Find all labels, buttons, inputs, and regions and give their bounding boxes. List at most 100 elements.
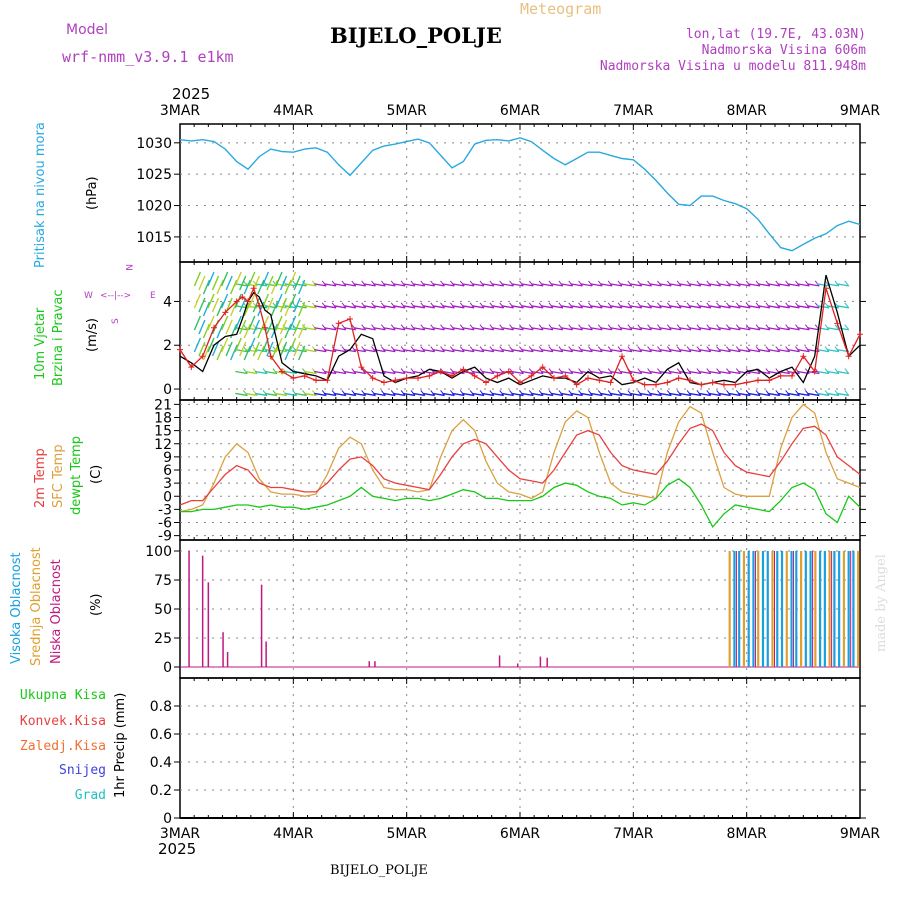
- wind-barb: [264, 392, 278, 397]
- wind-barb: [600, 348, 613, 353]
- wind-barb: [373, 392, 386, 397]
- wind-barb: [333, 327, 347, 331]
- wind-barb: [560, 392, 573, 397]
- wind-barb: [708, 348, 721, 353]
- wind-barb: [718, 348, 731, 353]
- wind-barb: [600, 327, 613, 331]
- precip-label-snow: Snijeg: [59, 763, 106, 778]
- wind-gust-marker: [403, 375, 410, 382]
- temp-ytick-label: 6: [163, 463, 172, 479]
- x-tick-label-top: 3MAR: [160, 103, 201, 119]
- wind-barb: [239, 341, 247, 357]
- sfc-temp-line: [179, 403, 861, 513]
- wind-barb: [531, 305, 544, 309]
- wind-barb: [659, 327, 672, 331]
- wind-barb: [570, 370, 583, 375]
- wind-barb: [432, 283, 445, 287]
- wind-barb: [243, 323, 251, 339]
- wind-barb: [609, 370, 623, 375]
- wind-barb: [590, 305, 603, 309]
- wind-barb: [343, 348, 356, 353]
- wind-barb: [649, 392, 662, 397]
- temp-unit: (C): [89, 465, 104, 484]
- wind-barb: [767, 392, 780, 397]
- wind-barb: [288, 271, 297, 287]
- wind-barb: [373, 327, 386, 331]
- wind-barb: [688, 305, 702, 309]
- wind-gust-marker: [256, 302, 263, 309]
- wind-barb: [521, 348, 534, 353]
- wind-barb: [252, 319, 260, 335]
- wind-barb: [211, 275, 220, 291]
- wind-gust-line: [179, 286, 861, 386]
- wind-barb: [531, 283, 544, 287]
- wind-barb: [198, 319, 206, 335]
- wind-gust-marker: [188, 364, 195, 371]
- wind-gust-marker: [596, 377, 603, 384]
- wind-barb: [540, 370, 554, 375]
- wind-barb: [363, 327, 376, 331]
- wind-barb: [294, 392, 307, 397]
- wind-barb: [708, 283, 721, 287]
- wind-barb: [639, 283, 652, 287]
- x-tick-label-top: 4MAR: [273, 103, 314, 119]
- wind-barb: [718, 305, 731, 309]
- wind-barb: [471, 305, 485, 309]
- wind-barb: [220, 315, 229, 331]
- wind-barb: [284, 345, 292, 361]
- wind-barb: [738, 305, 751, 309]
- wind-gust-marker: [664, 379, 671, 386]
- wind-barb: [432, 392, 445, 397]
- wind-barb: [462, 348, 475, 353]
- wind-barb: [629, 305, 642, 309]
- wind-barb: [807, 283, 820, 287]
- wind-barb: [412, 283, 425, 287]
- wind-barb: [402, 283, 416, 287]
- wind-barb: [580, 283, 593, 287]
- wind-barb: [452, 305, 465, 309]
- wind-barb: [270, 301, 279, 317]
- wind-gust-marker: [675, 375, 682, 382]
- wind-gust-marker: [471, 372, 478, 379]
- wind-barb: [747, 305, 761, 309]
- wind-barb: [698, 305, 711, 309]
- wind-barb: [688, 348, 702, 353]
- wind-barb: [757, 327, 771, 331]
- wind-barb: [248, 271, 256, 287]
- wind-barb: [323, 327, 337, 331]
- wind-gust-marker: [811, 368, 818, 375]
- x-tick-label-top: 9MAR: [840, 103, 881, 119]
- wind-barb: [234, 271, 242, 287]
- wind-barb: [254, 348, 268, 353]
- wind-barb: [540, 348, 554, 353]
- cloud-unit: (%): [89, 594, 104, 617]
- wind-barb: [629, 370, 642, 375]
- wind-barb: [639, 327, 652, 331]
- wind-barb: [230, 279, 238, 295]
- wind-barb: [471, 283, 485, 287]
- year-top: 2025: [172, 85, 210, 103]
- elevation-label: Nadmorska Visina 606m: [702, 43, 867, 58]
- model-name: wrf-nmm_v3.9.1 e1km: [62, 48, 234, 66]
- wind-barb: [678, 283, 692, 287]
- wind-gust-marker: [698, 381, 705, 388]
- wind-barb: [254, 370, 268, 375]
- cloud-ytick-label: 25: [154, 631, 172, 647]
- wind-barb: [747, 348, 761, 353]
- wind-barb: [816, 348, 830, 353]
- wind-barb: [540, 283, 554, 287]
- wind-gust-marker: [301, 372, 308, 379]
- wind-gust-marker: [279, 368, 285, 375]
- wind-barb: [323, 283, 337, 287]
- wind-barb: [501, 283, 514, 287]
- wind-barb: [511, 283, 524, 287]
- wind-barb: [600, 305, 613, 309]
- x-axis-labels: 3MAR 3MAR 4MAR 4MAR 5MAR 5MAR 6MAR 6MAR 7MAR 7MAR…: [160, 103, 881, 842]
- wind-gust-marker: [267, 353, 274, 360]
- wind-barb: [560, 283, 573, 287]
- wind-barb: [284, 279, 292, 295]
- wind-barb: [298, 279, 306, 295]
- wind-ylabel-2: Brzina i Pravac: [51, 289, 66, 386]
- wind-gust-marker: [369, 375, 376, 382]
